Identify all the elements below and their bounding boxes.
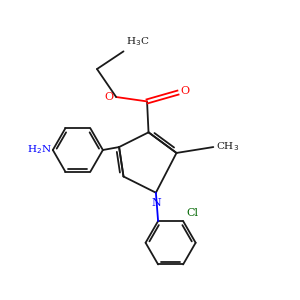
Text: H$_2$N: H$_2$N [27,144,51,156]
Text: CH$_3$: CH$_3$ [216,141,239,154]
Text: N: N [151,198,161,208]
Text: H$_3$C: H$_3$C [126,36,150,48]
Text: O: O [104,92,113,102]
Text: O: O [180,86,190,96]
Text: Cl: Cl [187,208,199,218]
